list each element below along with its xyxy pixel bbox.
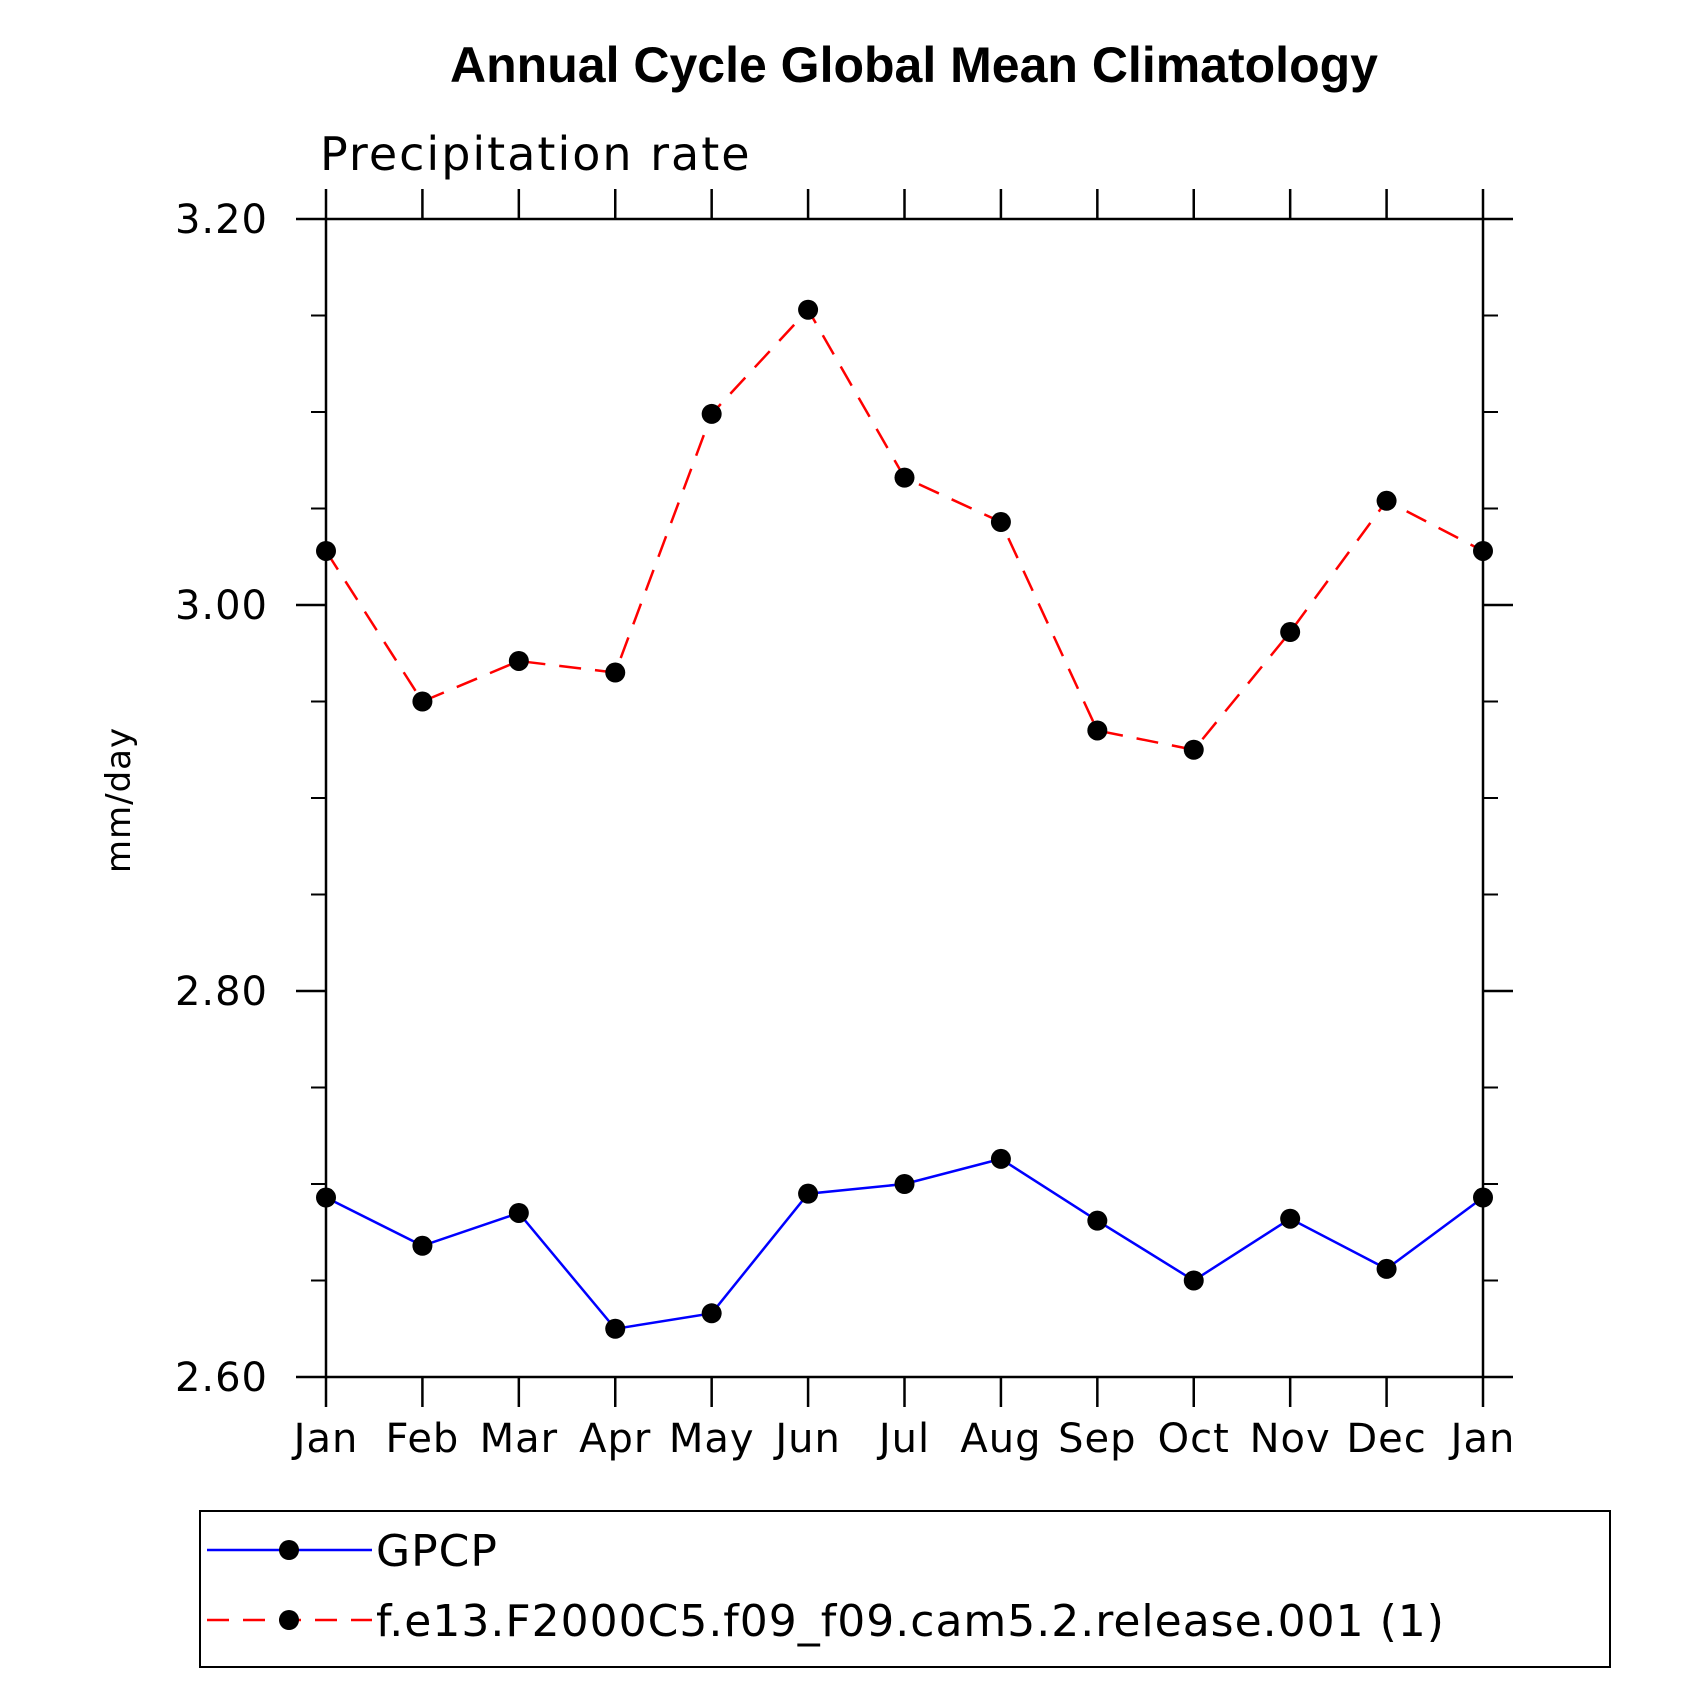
plot-axes	[296, 189, 1513, 1407]
y-axis-label: mm/day	[99, 727, 139, 873]
data-point	[1473, 540, 1493, 561]
data-point	[1376, 1258, 1397, 1279]
data-point	[990, 1148, 1011, 1169]
y-tick-label: 3.20	[175, 197, 268, 243]
series-layer	[316, 299, 1493, 1339]
data-point	[412, 1235, 433, 1256]
chart-subtitle: Precipitation rate	[320, 127, 752, 181]
data-point	[1183, 739, 1204, 760]
data-point	[701, 1303, 722, 1324]
data-point	[605, 662, 626, 683]
data-point	[1473, 1187, 1493, 1208]
data-point	[1087, 1210, 1108, 1231]
data-point	[412, 691, 433, 712]
x-tick-label: Jan	[291, 1416, 359, 1462]
legend-label: f.e13.F2000C5.f09_f09.cam5.2.release.001…	[376, 1596, 1445, 1647]
y-tick-label: 2.60	[175, 1355, 268, 1401]
legend: GPCP f.e13.F2000C5.f09_f09.cam5.2.release…	[199, 1510, 1611, 1668]
x-tick-label: May	[669, 1416, 755, 1462]
data-point	[316, 540, 336, 561]
series-line-1	[324, 307, 1484, 752]
x-tick-label: Dec	[1346, 1416, 1426, 1462]
x-tick-label: Jun	[772, 1416, 841, 1462]
data-point	[990, 512, 1011, 533]
y-tick-label: 2.80	[175, 969, 268, 1015]
tick-labels: Jan Feb Mar Apr May Jun Jul Aug Sep Oct Nov Dec Jan 2…	[175, 197, 1516, 1462]
x-tick-label: Nov	[1250, 1416, 1331, 1462]
legend-box	[199, 1510, 1611, 1668]
data-point	[798, 1183, 819, 1204]
data-point	[894, 1174, 915, 1194]
data-point	[1087, 720, 1108, 741]
x-tick-label: Oct	[1158, 1416, 1230, 1462]
x-tick-label: Apr	[579, 1416, 651, 1462]
data-point	[508, 1202, 529, 1223]
legend-marker	[279, 1610, 299, 1630]
legend-marker	[279, 1540, 299, 1560]
data-point	[701, 403, 722, 424]
data-point	[1183, 1270, 1204, 1291]
data-point	[798, 299, 819, 320]
y-tick-label: 3.00	[175, 583, 268, 629]
x-tick-label: Sep	[1058, 1416, 1136, 1462]
x-tick-label: Feb	[386, 1416, 460, 1462]
data-point	[316, 1187, 336, 1208]
x-tick-label: Jul	[876, 1416, 930, 1462]
x-tick-label: Jan	[1448, 1416, 1516, 1462]
data-point	[894, 467, 915, 488]
plot-frame	[324, 217, 1485, 1379]
legend-label: GPCP	[376, 1526, 498, 1577]
data-point	[1280, 622, 1301, 643]
data-point	[508, 650, 529, 671]
chart-title: Annual Cycle Global Mean Climatology	[450, 37, 1378, 93]
data-point	[1280, 1208, 1301, 1229]
data-point	[1376, 490, 1397, 511]
data-point	[605, 1318, 626, 1339]
x-tick-label: Aug	[960, 1416, 1041, 1462]
x-tick-label: Mar	[480, 1416, 558, 1462]
legend-items: GPCP f.e13.F2000C5.f09_f09.cam5.2.release…	[207, 1526, 1445, 1647]
